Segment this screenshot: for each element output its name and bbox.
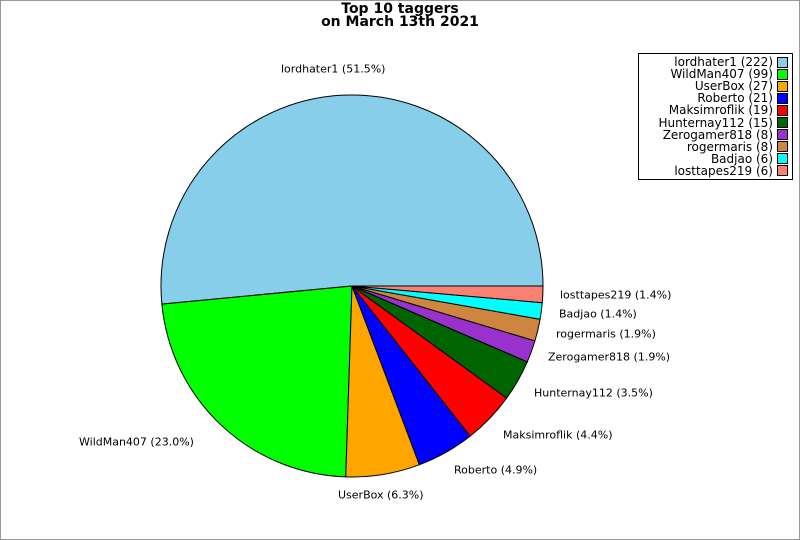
legend-label: rogermaris (8) (686, 139, 773, 154)
legend: lordhater1 (222) WildMan407 (99) UserBox (… (638, 53, 793, 180)
legend-swatch-icon (777, 92, 788, 104)
legend-label: Hunternay112 (15) (658, 115, 773, 130)
pie-slice-label-Hunternay112: Hunternay112 (3.5%) (534, 386, 653, 400)
legend-swatch-icon (777, 104, 788, 116)
legend-swatch-icon (777, 153, 788, 165)
legend-label: Maksimroflik (19) (668, 103, 773, 118)
legend-swatch-icon (777, 129, 788, 141)
legend-item-Maksimroflik: Maksimroflik (19) (641, 104, 788, 116)
legend-item-rogermaris: rogermaris (8) (641, 141, 788, 153)
legend-label: losttapes219 (6) (674, 163, 773, 178)
legend-item-losttapes219: losttapes219 (6) (641, 165, 788, 177)
pie-slice-losttapes219 (351, 285, 544, 304)
pie-slice-lordhater1 (160, 94, 544, 305)
legend-label: lordhater1 (222) (674, 55, 773, 70)
legend-swatch-icon (777, 80, 788, 92)
pie-slice-label-rogermaris: rogermaris (1.9%) (556, 327, 656, 341)
chart-title-line2: on March 13th 2021 (321, 14, 479, 30)
pie-slice-label-lordhater1: lordhater1 (51.5%) (281, 62, 386, 76)
legend-swatch-icon (777, 68, 788, 80)
legend-swatch-icon (777, 56, 788, 68)
pie-slice-label-WildMan407: WildMan407 (23.0%) (79, 435, 194, 449)
pie-slice-WildMan407 (161, 285, 353, 478)
legend-item-Zerogamer818: Zerogamer818 (8) (641, 129, 788, 141)
legend-swatch-icon (777, 117, 788, 129)
legend-label: Zerogamer818 (8) (662, 127, 773, 142)
pie-slice-label-Roberto: Roberto (4.9%) (454, 463, 538, 477)
legend-item-Roberto: Roberto (21) (641, 92, 788, 104)
chart-title-line1: Top 10 taggers (341, 1, 459, 17)
legend-item-WildMan407: WildMan407 (99) (641, 68, 788, 80)
legend-label: WildMan407 (99) (670, 67, 773, 82)
legend-swatch-icon (777, 141, 788, 153)
pie-slice-label-Maksimroflik: Maksimroflik (4.4%) (503, 428, 613, 442)
legend-item-Hunternay112: Hunternay112 (15) (641, 115, 788, 130)
legend-label: UserBox (27) (694, 79, 773, 94)
legend-swatch-icon (777, 165, 788, 177)
pie-slice-label-UserBox: UserBox (6.3%) (338, 488, 424, 502)
legend-label: Badjao (6) (710, 151, 773, 166)
pie-slice-label-Zerogamer818: Zerogamer818 (1.9%) (548, 350, 671, 364)
pie-slice-label-Badjao: Badjao (1.4%) (559, 307, 637, 321)
legend-item-Badjao: Badjao (6) (641, 153, 788, 165)
chart-title: Top 10 taggers on March 13th 2021 (1, 1, 799, 30)
legend-item-lordhater1: lordhater1 (222) (641, 56, 788, 68)
legend-label: Roberto (21) (697, 91, 773, 106)
legend-item-UserBox: UserBox (27) (641, 80, 788, 92)
pie-slice-label-losttapes219: losttapes219 (1.4%) (560, 288, 672, 302)
